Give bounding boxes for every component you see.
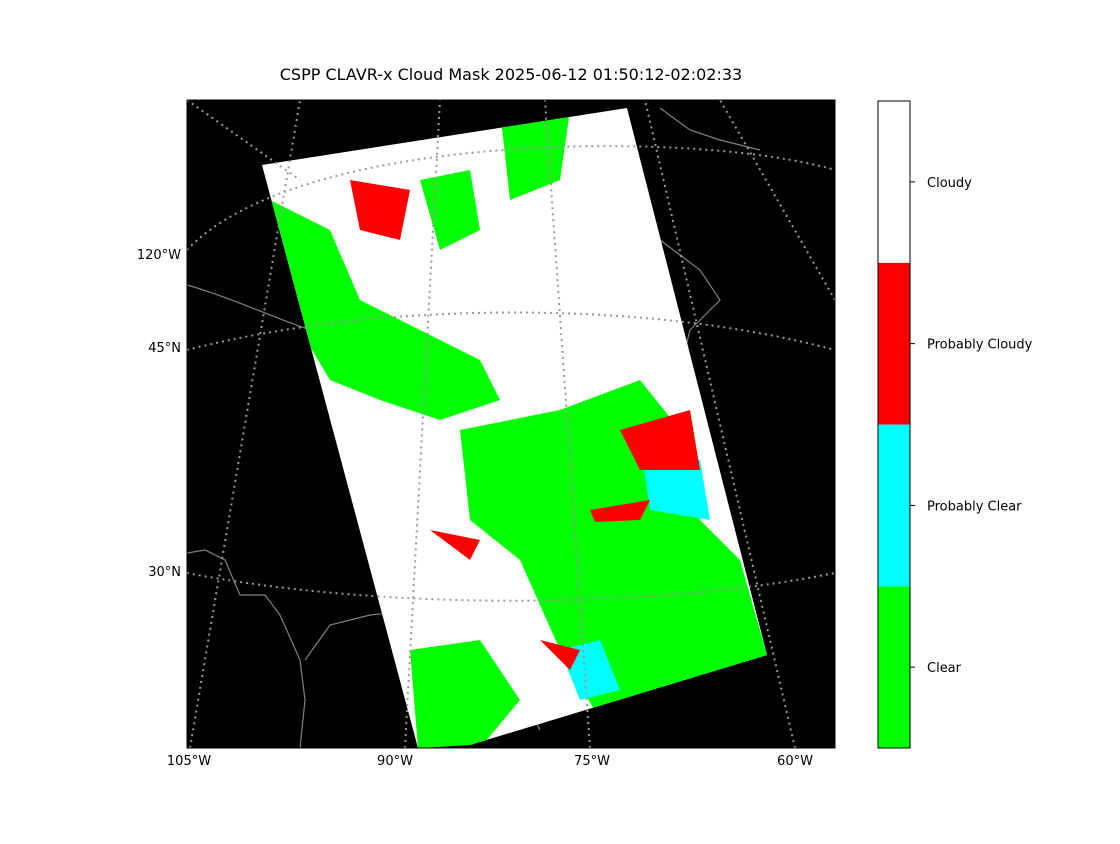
- lon-label: 75°W: [574, 754, 610, 769]
- colorbar-segment: [878, 262, 910, 425]
- map-frame: [186, 99, 836, 749]
- lon-label: 105°W: [167, 754, 211, 769]
- colorbar-label: Probably Clear: [927, 499, 1022, 514]
- colorbar: Clear Probably Clear Probably Cloudy Cloudy: [877, 100, 1033, 749]
- lon-labels: 105°W 90°W 75°W 60°W: [167, 754, 813, 769]
- colorbar-segment: [878, 586, 910, 748]
- graticule: [187, 100, 835, 748]
- lon-label: 60°W: [777, 754, 813, 769]
- colorbar-segment: [878, 101, 910, 263]
- lon-label: 90°W: [377, 754, 413, 769]
- lat-label: 120°W: [137, 248, 181, 263]
- colorbar-label: Probably Cloudy: [927, 338, 1033, 353]
- lat-label: 30°N: [148, 565, 181, 580]
- colorbar-label: Clear: [927, 661, 962, 676]
- lat-label: 45°N: [148, 341, 181, 356]
- colorbar-frame: [877, 100, 911, 749]
- colorbar-segment: [878, 424, 910, 587]
- lat-labels: 120°W 45°N 30°N: [137, 248, 181, 580]
- map: [187, 100, 835, 748]
- title: CSPP CLAVR-x Cloud Mask 2025-06-12 01:50…: [280, 65, 742, 84]
- colorbar-label: Cloudy: [927, 176, 972, 191]
